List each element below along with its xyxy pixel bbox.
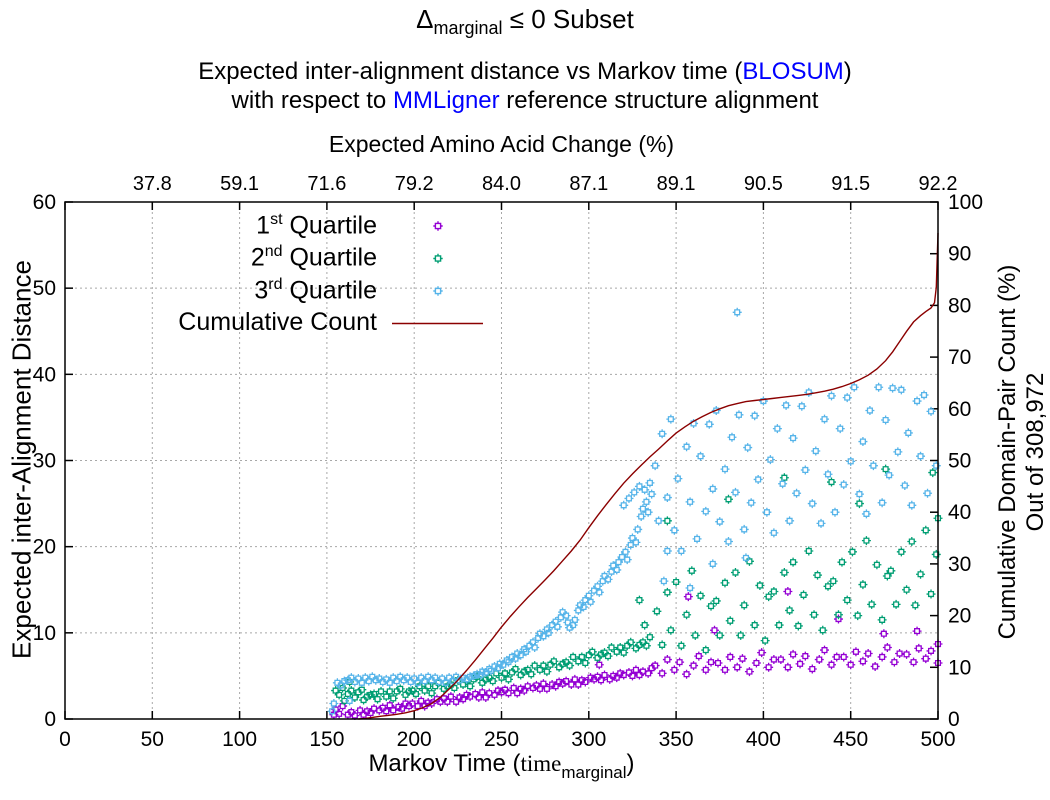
x-tick-label: 350 [659, 728, 694, 751]
right-tick-label: 70 [948, 346, 971, 369]
subtitle1-post: ) [843, 58, 852, 85]
right-tick-label: 40 [948, 501, 971, 524]
top-tick-label: 91.5 [831, 173, 870, 195]
legend-q3-sup: rd [268, 276, 283, 293]
x-title-subscript: marginal [561, 763, 627, 782]
x-tick-label: 250 [484, 728, 519, 751]
left-tick-label: 20 [33, 536, 56, 559]
x-tick-label: 50 [141, 728, 164, 751]
top-tick-label: 89.1 [657, 173, 696, 195]
subtitle1-pre: Expected inter-alignment distance vs Mar… [198, 58, 743, 85]
title-rest: ≤ 0 Subset [502, 4, 634, 34]
left-axis-title: Expected inter-Alignment Distance [6, 260, 37, 659]
right-tick-label: 90 [948, 243, 971, 266]
subtitle2-post: reference structure alignment [499, 87, 819, 114]
top-tick-label: 92.2 [919, 173, 958, 195]
x-title-post: ) [626, 750, 635, 777]
legend-q2-sup: nd [264, 243, 283, 260]
left-tick-label: 10 [33, 622, 56, 645]
x-tick-label: 0 [59, 728, 71, 751]
right-tick-label: 60 [948, 398, 971, 421]
scatter-series-2nd-quartile [331, 464, 943, 706]
delta-subscript: marginal [433, 18, 503, 38]
top-axis-title: Expected Amino Acid Change (%) [328, 131, 675, 157]
legend-q1-rest: Quartile [282, 211, 377, 240]
legend-q1-sup: st [270, 211, 283, 228]
left-tick-label: 60 [33, 191, 56, 214]
x-tick-label: 500 [920, 728, 955, 751]
cumulative-count-line [358, 232, 939, 720]
top-tick-label: 71.6 [307, 173, 346, 195]
subtitle1-blosum: BLOSUM [742, 58, 844, 85]
right-axis-title-line2: Out of 308,972 [1022, 372, 1049, 532]
right-tick-label: 20 [948, 605, 971, 628]
top-tick-label: 84.0 [482, 173, 521, 195]
right-axis-title: Cumulative Domain-Pair Count (%) Out of … [994, 152, 1050, 752]
legend-label-cumulative: Cumulative Count [178, 308, 377, 336]
right-axis-title-line1: Cumulative Domain-Pair Count (%) [994, 264, 1021, 640]
x-axis-title: Markov Time (timemarginal) [65, 750, 938, 783]
left-tick-label: 50 [33, 277, 56, 300]
top-tick-label: 79.2 [395, 173, 434, 195]
subtitle2-pre: with respect to [231, 87, 393, 114]
top-tick-label: 87.1 [569, 173, 608, 195]
left-tick-label: 0 [44, 708, 56, 731]
top-tick-label: 90.5 [744, 173, 783, 195]
chart-subtitle-1: Expected inter-alignment distance vs Mar… [0, 58, 1050, 86]
legend-q1-num: 1 [256, 211, 271, 240]
legend-q3-rest: Quartile [282, 276, 377, 305]
left-tick-label: 40 [33, 363, 56, 386]
chart-title: Δmarginal ≤ 0 Subset [0, 4, 1050, 39]
x-tick-label: 100 [222, 728, 257, 751]
scatter-series-1st-quartile [329, 586, 943, 721]
legend-label-q3: 3rd Quartile [77, 276, 377, 305]
right-tick-label: 100 [948, 191, 983, 214]
legend-marker-q3 [433, 286, 443, 296]
right-tick-label: 80 [948, 294, 971, 317]
legend-label-q1: 1st Quartile [77, 211, 377, 240]
x-title-pre: Markov Time ( [368, 750, 521, 777]
x-tick-label: 400 [746, 728, 781, 751]
x-tick-label: 200 [397, 728, 432, 751]
top-tick-label: 59.1 [220, 173, 259, 195]
legend-q2-rest: Quartile [282, 243, 377, 272]
right-tick-label: 10 [948, 656, 971, 679]
right-tick-label: 30 [948, 553, 971, 576]
legend-q2-num: 2 [250, 243, 265, 272]
right-tick-label: 0 [948, 708, 960, 731]
plot-border [64, 201, 939, 720]
legend-label-q2: 2nd Quartile [77, 243, 377, 272]
x-tick-label: 150 [309, 728, 344, 751]
scatter-series-3rd-quartile [327, 307, 941, 716]
x-tick-label: 450 [833, 728, 868, 751]
subtitle2-mmligner: MMLigner [392, 87, 500, 114]
delta-symbol: Δ [416, 4, 434, 34]
x-title-time: time [520, 751, 562, 776]
legend-q3-num: 3 [254, 276, 269, 305]
left-tick-label: 30 [33, 450, 56, 473]
x-tick-label: 300 [571, 728, 606, 751]
legend-marker-q2 [433, 253, 443, 264]
top-tick-label: 37.8 [133, 173, 172, 195]
legend-marker-q1 [433, 221, 443, 231]
chart-subtitle-2: with respect to MMLigner reference struc… [0, 87, 1050, 115]
right-tick-label: 50 [948, 450, 971, 473]
